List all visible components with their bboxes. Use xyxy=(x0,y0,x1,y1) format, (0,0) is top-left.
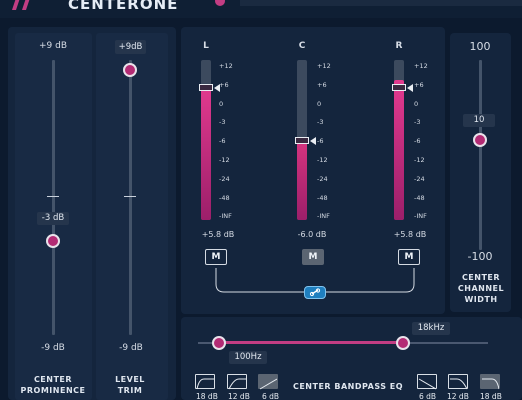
eq-high-freq[interactable]: 18kHz xyxy=(412,322,450,335)
prominence-slider-knob[interactable] xyxy=(46,234,60,248)
meter-l xyxy=(201,60,211,220)
level-trim-title: LEVEL TRIM xyxy=(115,375,145,395)
eq-low-freq[interactable]: 100Hz xyxy=(229,351,267,364)
meter-scale-right: +12 +6 0 -3 -6 -12 -24 -48 -INF xyxy=(414,62,428,221)
highpass-mid-icon xyxy=(228,378,246,390)
power-indicator[interactable] xyxy=(215,0,225,6)
low-slope-12-button[interactable] xyxy=(227,374,247,390)
level-trim-track[interactable] xyxy=(129,60,132,335)
app-title: CENTERONE xyxy=(68,0,179,13)
high-slope-6-label: 6 dB xyxy=(419,392,437,400)
meter-c-pointer-icon xyxy=(310,137,316,145)
lowpass-gentle-icon xyxy=(418,378,437,390)
eq-high-knob[interactable] xyxy=(396,336,410,350)
high-slope-6-button[interactable] xyxy=(417,374,437,390)
width-min-label: -100 xyxy=(467,250,493,263)
eq-low-knob[interactable] xyxy=(212,336,226,350)
width-slider-knob[interactable] xyxy=(473,133,487,147)
meter-l-value: +5.8 dB xyxy=(201,230,235,239)
prominence-max-label: +9 dB xyxy=(38,41,67,51)
width-value[interactable]: 10 xyxy=(463,114,495,127)
level-trim-slider-knob[interactable] xyxy=(123,63,137,77)
low-slope-12-label: 12 dB xyxy=(228,392,250,400)
width-title: CENTER CHANNEL WIDTH xyxy=(457,273,505,304)
link-icon xyxy=(309,288,321,297)
high-slope-18-label: 18 dB xyxy=(480,392,502,400)
mute-r-button[interactable]: M xyxy=(398,249,420,265)
meter-l-pointer-icon xyxy=(214,84,220,92)
low-slope-6-label: 6 dB xyxy=(262,392,280,400)
meter-c-fill xyxy=(297,141,307,220)
lowpass-steep-icon xyxy=(482,378,500,390)
high-slope-12-button[interactable] xyxy=(448,374,468,390)
low-slope-18-button[interactable] xyxy=(195,374,215,390)
prominence-value[interactable]: -3 dB xyxy=(37,212,69,225)
mute-l-button[interactable]: M xyxy=(205,249,227,265)
meter-c-handle[interactable] xyxy=(295,137,309,144)
meter-r xyxy=(394,60,404,220)
low-slope-6-button[interactable] xyxy=(258,374,278,390)
logo-icon xyxy=(12,0,30,10)
high-slope-12-label: 12 dB xyxy=(447,392,469,400)
link-button[interactable] xyxy=(304,286,326,299)
width-track[interactable] xyxy=(479,60,482,250)
level-trim-max-label: +9dB xyxy=(115,40,146,54)
meter-c-value: -6.0 dB xyxy=(297,230,327,239)
preset-bar[interactable] xyxy=(240,0,522,6)
meter-scale-left: +12 +6 0 -3 -6 -12 -24 -48 -INF xyxy=(219,62,233,221)
meter-scale-center: +12 +6 0 -3 -6 -12 -24 -48 -INF xyxy=(317,62,331,221)
meter-r-fill xyxy=(394,80,404,220)
high-slope-18-button[interactable] xyxy=(480,374,500,390)
channel-label-l: L xyxy=(203,41,209,51)
eq-range-fill xyxy=(219,341,403,344)
low-slope-18-label: 18 dB xyxy=(196,392,218,400)
lowpass-mid-icon xyxy=(450,378,468,390)
prominence-title: CENTER PROMINENCE xyxy=(20,375,86,395)
prominence-center-tick xyxy=(47,196,59,197)
meter-r-handle[interactable] xyxy=(392,84,406,91)
level-trim-center-tick xyxy=(124,196,136,197)
channel-label-c: C xyxy=(298,41,306,51)
level-trim-panel xyxy=(96,33,168,400)
prominence-track[interactable] xyxy=(52,60,55,335)
prominence-min-label: -9 dB xyxy=(41,343,65,353)
channel-label-r: R xyxy=(395,41,403,51)
meter-r-value: +5.8 dB xyxy=(393,230,427,239)
eq-title: CENTER BANDPASS EQ xyxy=(292,382,404,391)
mute-c-button[interactable]: M xyxy=(302,249,324,265)
meter-r-pointer-icon xyxy=(407,84,413,92)
meter-l-fill xyxy=(201,84,211,220)
level-trim-min-label: -9 dB xyxy=(119,343,143,353)
width-max-label: 100 xyxy=(469,40,491,53)
meter-l-handle[interactable] xyxy=(199,84,213,91)
highpass-steep-icon xyxy=(196,378,214,390)
highpass-gentle-icon xyxy=(259,378,278,390)
